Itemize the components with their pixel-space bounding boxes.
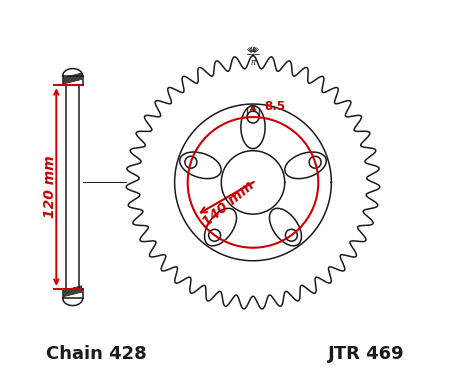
Text: JTR 469: JTR 469 bbox=[328, 346, 404, 364]
Text: 8.5: 8.5 bbox=[265, 100, 286, 113]
Text: 120 mm: 120 mm bbox=[43, 156, 57, 218]
Text: Chain 428: Chain 428 bbox=[46, 346, 147, 364]
Text: 140 mm: 140 mm bbox=[200, 178, 257, 229]
Text: π: π bbox=[251, 59, 256, 67]
